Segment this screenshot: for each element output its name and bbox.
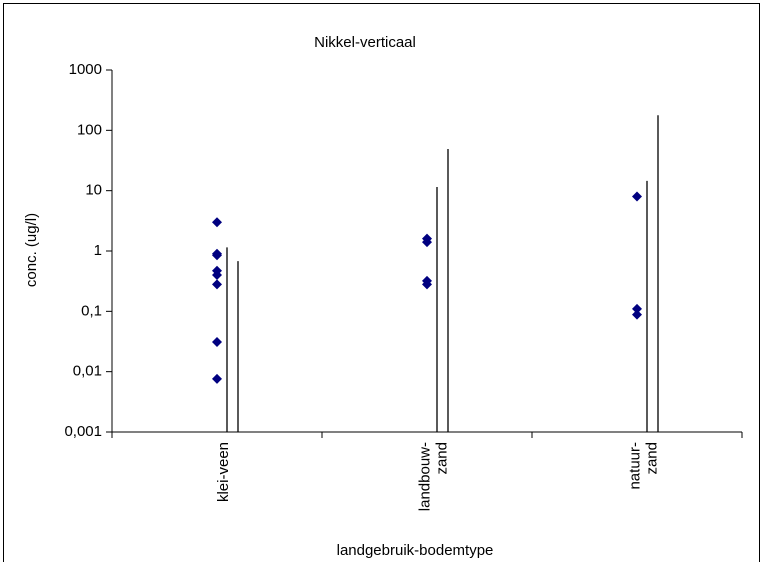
- data-point: [212, 279, 222, 290]
- data-point: [212, 337, 222, 348]
- chart-title: Nikkel-verticaal: [314, 34, 416, 51]
- x-tick-label: klei-veen: [215, 442, 232, 502]
- data-point: [632, 303, 642, 314]
- x-tick-label: landbouw-: [416, 442, 433, 511]
- data-point: [422, 237, 432, 248]
- data-point: [212, 250, 222, 261]
- chart-border: [3, 3, 760, 562]
- y-axis-label: conc. (ug/l): [23, 213, 40, 287]
- y-tick-label: 1: [94, 242, 102, 259]
- y-tick-label: 0,01: [73, 363, 102, 380]
- y-tick-label: 0,001: [64, 423, 102, 440]
- data-point: [212, 217, 222, 228]
- y-tick-label: 1000: [69, 61, 102, 78]
- data-point: [422, 279, 432, 290]
- data-point: [212, 373, 222, 384]
- y-tick-label: 10: [85, 182, 102, 199]
- x-tick-label: zand: [433, 442, 450, 475]
- y-tick-label: 0,1: [81, 302, 102, 319]
- x-tick-label: zand: [643, 442, 660, 475]
- x-axis-label: landgebruik-bodemtype: [337, 542, 494, 559]
- y-tick-label: 100: [77, 121, 102, 138]
- data-point: [632, 309, 642, 320]
- data-point: [632, 191, 642, 202]
- x-tick-label: natuur-: [626, 442, 643, 490]
- data-point: [212, 270, 222, 281]
